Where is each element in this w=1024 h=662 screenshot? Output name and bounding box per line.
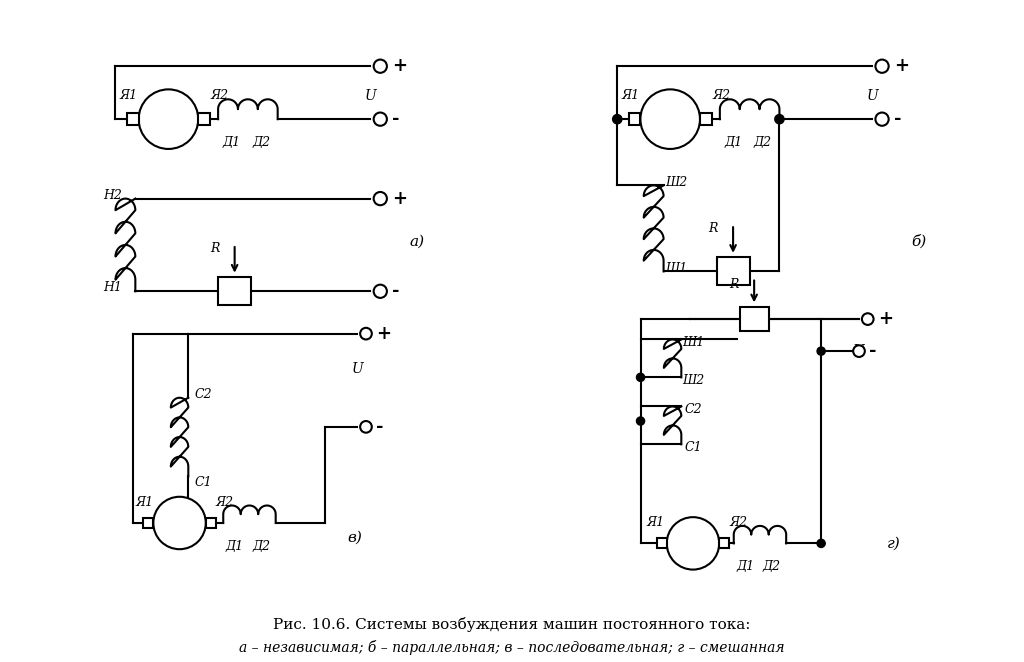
Circle shape bbox=[138, 89, 199, 149]
Bar bbox=[739, 307, 769, 332]
Text: С2: С2 bbox=[684, 403, 701, 416]
Bar bbox=[143, 518, 154, 528]
Text: Я2: Я2 bbox=[216, 496, 233, 509]
Text: R: R bbox=[709, 222, 718, 235]
Text: +: + bbox=[392, 57, 407, 75]
Text: Ш2: Ш2 bbox=[666, 175, 688, 189]
Text: Н2: Н2 bbox=[102, 189, 122, 202]
Text: -: - bbox=[894, 110, 901, 128]
Circle shape bbox=[374, 113, 387, 126]
Bar bbox=[629, 113, 640, 125]
Text: Я1: Я1 bbox=[622, 89, 640, 103]
Text: -: - bbox=[392, 110, 399, 128]
Circle shape bbox=[360, 421, 372, 433]
Circle shape bbox=[637, 417, 645, 425]
Text: -: - bbox=[376, 418, 384, 436]
Text: Д2: Д2 bbox=[754, 136, 772, 149]
Bar bbox=[218, 277, 251, 305]
Text: а): а) bbox=[410, 234, 424, 249]
Text: -: - bbox=[392, 282, 399, 301]
Bar bbox=[206, 518, 216, 528]
Text: U: U bbox=[866, 89, 878, 103]
Text: Д1: Д1 bbox=[226, 540, 244, 553]
Circle shape bbox=[640, 89, 700, 149]
Text: Я2: Я2 bbox=[713, 89, 730, 103]
Circle shape bbox=[667, 517, 719, 569]
Circle shape bbox=[876, 113, 889, 126]
Bar bbox=[656, 538, 667, 548]
Circle shape bbox=[876, 60, 889, 73]
Text: Д2: Д2 bbox=[252, 540, 270, 553]
Text: г): г) bbox=[887, 536, 901, 550]
Bar bbox=[700, 113, 712, 125]
Text: +: + bbox=[392, 189, 407, 208]
Bar bbox=[717, 258, 750, 285]
Text: U: U bbox=[351, 361, 364, 375]
Text: Ш1: Ш1 bbox=[666, 261, 688, 275]
Text: Н1: Н1 bbox=[102, 281, 122, 295]
Text: С1: С1 bbox=[195, 476, 212, 489]
Circle shape bbox=[862, 313, 873, 325]
Text: +: + bbox=[894, 57, 908, 75]
Text: в): в) bbox=[347, 530, 361, 545]
Text: R: R bbox=[210, 242, 219, 255]
Text: Я2: Я2 bbox=[729, 516, 748, 530]
Circle shape bbox=[817, 347, 825, 355]
Circle shape bbox=[775, 115, 784, 124]
Text: Я1: Я1 bbox=[646, 516, 665, 530]
Circle shape bbox=[374, 285, 387, 298]
Text: U: U bbox=[365, 89, 376, 103]
Text: Д1: Д1 bbox=[736, 560, 755, 573]
Text: R: R bbox=[729, 277, 738, 291]
Text: Д2: Д2 bbox=[763, 560, 780, 573]
Text: Ш2: Ш2 bbox=[682, 374, 705, 387]
Circle shape bbox=[154, 496, 206, 549]
Text: Д2: Д2 bbox=[252, 136, 270, 149]
Text: Я1: Я1 bbox=[135, 496, 154, 509]
Circle shape bbox=[374, 192, 387, 205]
Text: +: + bbox=[878, 310, 893, 328]
Text: С1: С1 bbox=[684, 441, 701, 453]
Text: Д1: Д1 bbox=[222, 136, 241, 149]
Text: -: - bbox=[869, 342, 877, 360]
Text: а – независимая; б – параллельная; в – последовательная; г – смешанная: а – независимая; б – параллельная; в – п… bbox=[240, 640, 784, 655]
Text: Ш1: Ш1 bbox=[682, 336, 705, 349]
Circle shape bbox=[374, 60, 387, 73]
Circle shape bbox=[360, 328, 372, 340]
Circle shape bbox=[817, 540, 825, 547]
Text: +: + bbox=[376, 324, 391, 343]
Text: Д1: Д1 bbox=[724, 136, 742, 149]
Circle shape bbox=[637, 373, 645, 381]
Text: Я1: Я1 bbox=[120, 89, 138, 103]
Text: С2: С2 bbox=[195, 389, 212, 401]
Circle shape bbox=[853, 346, 865, 357]
Text: Рис. 10.6. Системы возбуждения машин постоянного тока:: Рис. 10.6. Системы возбуждения машин пос… bbox=[273, 617, 751, 632]
Text: Я2: Я2 bbox=[211, 89, 228, 103]
Bar bbox=[127, 113, 138, 125]
Text: U: U bbox=[853, 344, 865, 358]
Bar bbox=[719, 538, 729, 548]
Bar bbox=[199, 113, 210, 125]
Text: б): б) bbox=[910, 234, 926, 249]
Circle shape bbox=[612, 115, 622, 124]
